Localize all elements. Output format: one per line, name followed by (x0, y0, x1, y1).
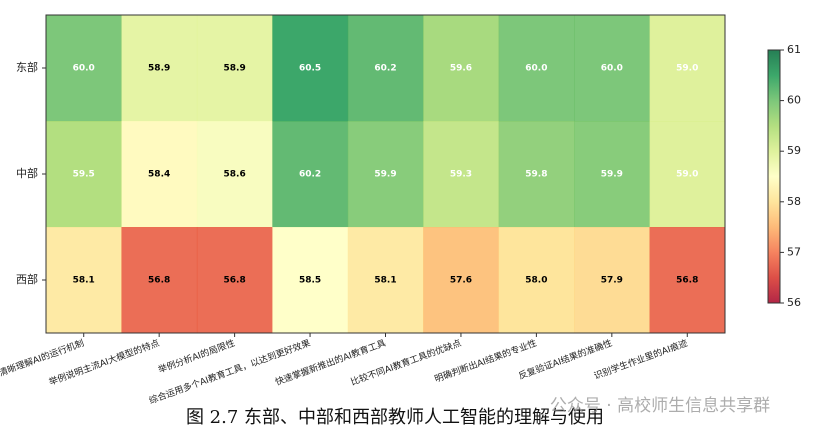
heatmap-cell (423, 121, 500, 228)
heatmap-cell (272, 227, 349, 334)
colorbar-tick-label: 59 (787, 144, 801, 157)
value-label: 58.1 (374, 276, 396, 286)
value-label: 59.3 (450, 170, 472, 180)
value-label: 59.0 (676, 64, 698, 74)
value-label: 60.0 (601, 64, 623, 74)
heatmap-cell (46, 227, 122, 334)
value-label: 59.0 (676, 170, 698, 180)
value-label: 60.2 (374, 64, 396, 74)
heatmap-cell (121, 15, 198, 122)
heatmap-cell (423, 15, 500, 122)
heatmap-cell (272, 121, 349, 228)
colorbar-tick-label: 56 (787, 296, 801, 309)
heatmap-cell (347, 15, 424, 122)
value-label: 60.0 (525, 64, 547, 74)
heatmap-cell (347, 227, 424, 334)
heatmap-cell (574, 227, 651, 334)
value-label: 57.6 (450, 276, 472, 286)
heatmap-cell (649, 121, 726, 228)
colorbar-tick-label: 58 (787, 195, 801, 208)
value-label: 59.9 (374, 170, 396, 180)
heatmap-cell (46, 121, 122, 228)
heatmap-cell (498, 121, 575, 228)
value-label: 58.4 (148, 170, 170, 180)
heatmap-cell (649, 15, 726, 122)
colorbar (767, 49, 781, 304)
value-label: 59.9 (601, 170, 623, 180)
value-label: 59.5 (73, 170, 95, 180)
watermark: 公众号 · 高校师生信息共享群 (550, 396, 770, 416)
value-label: 58.1 (73, 276, 95, 286)
value-label: 58.0 (525, 276, 547, 286)
heatmap-cell (121, 227, 198, 334)
heatmap-cell (423, 227, 500, 334)
value-label: 60.2 (299, 170, 321, 180)
heatmap-cell (196, 15, 273, 122)
value-label: 56.8 (224, 276, 246, 286)
colorbar-tick-label: 60 (787, 94, 801, 107)
value-label: 59.6 (450, 64, 472, 74)
heatmap-cell (498, 15, 575, 122)
caption: 图 2.7 东部、中部和西部教师人工智能的理解与使用 (186, 407, 604, 428)
heatmap-cell (498, 227, 575, 334)
value-label: 58.6 (224, 170, 246, 180)
colorbar-tick-label: 57 (787, 245, 801, 258)
value-label: 60.5 (299, 64, 321, 74)
colorbar-tick-label: 61 (787, 43, 801, 56)
value-label: 58.5 (299, 276, 321, 286)
value-label: 56.8 (676, 276, 698, 286)
y-tick-label: 东部 (16, 60, 38, 74)
heatmap-cell (347, 121, 424, 228)
y-tick-label: 中部 (16, 166, 38, 180)
heatmap-cell (574, 121, 651, 228)
heatmap-cell (121, 121, 198, 228)
heatmap-cell (272, 15, 349, 122)
value-label: 58.9 (224, 64, 246, 74)
heatmap-cell (196, 121, 273, 228)
heatmap-cell (574, 15, 651, 122)
y-tick-label: 西部 (16, 272, 38, 286)
value-label: 57.9 (601, 276, 623, 286)
value-label: 56.8 (148, 276, 170, 286)
heatmap-cell (46, 15, 122, 122)
heatmap-cell (649, 227, 726, 334)
plot-frame (45, 14, 726, 334)
heatmap-cell (196, 227, 273, 334)
value-label: 58.9 (148, 64, 170, 74)
value-label: 60.0 (73, 64, 95, 74)
value-label: 59.8 (525, 170, 547, 180)
